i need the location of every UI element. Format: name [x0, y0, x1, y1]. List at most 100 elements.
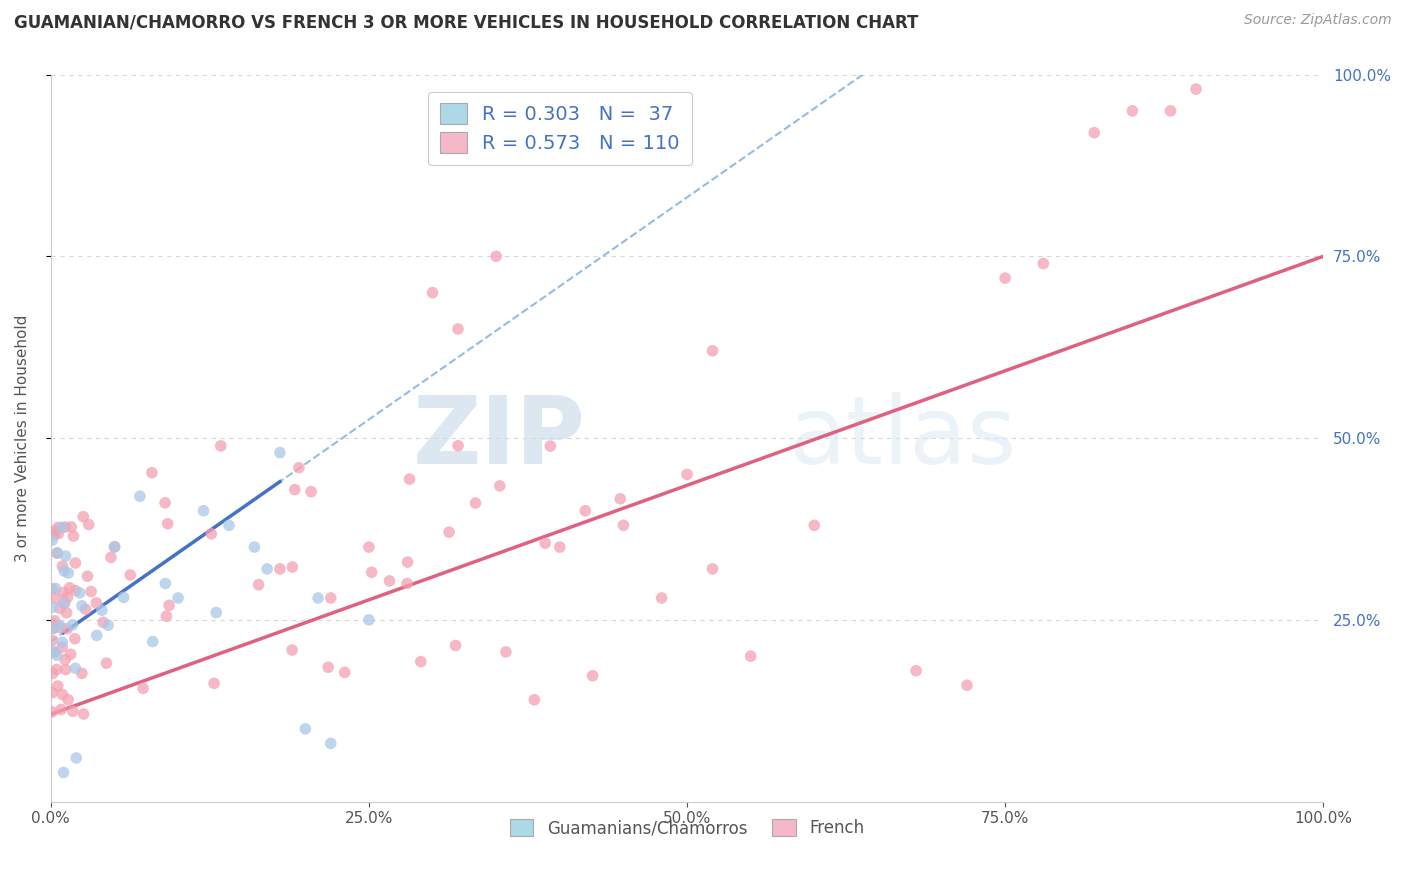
Point	[523, 693, 546, 707]
Point	[53, 596, 76, 610]
Text: atlas: atlas	[789, 392, 1017, 484]
Point	[46, 546, 69, 560]
Point	[59, 581, 82, 595]
Point	[44, 646, 66, 660]
Point	[52, 765, 75, 780]
Point	[243, 540, 266, 554]
Point	[62, 704, 84, 718]
Point	[62, 617, 84, 632]
Point	[72, 509, 94, 524]
Point	[41, 582, 63, 596]
Point	[45, 663, 67, 677]
Point	[200, 526, 222, 541]
Point	[534, 536, 557, 550]
Point	[65, 661, 87, 675]
Point	[44, 524, 66, 538]
Legend: Guamanians/Chamorros, French: Guamanians/Chamorros, French	[503, 813, 870, 844]
Point	[142, 634, 165, 648]
Point	[281, 560, 304, 574]
Point	[444, 639, 467, 653]
Point	[96, 656, 118, 670]
Point	[42, 622, 65, 636]
Point	[676, 467, 699, 482]
Point	[316, 660, 339, 674]
Point	[1160, 103, 1182, 118]
Point	[702, 343, 724, 358]
Point	[288, 460, 311, 475]
Y-axis label: 3 or more Vehicles in Household: 3 or more Vehicles in Household	[15, 314, 30, 562]
Point	[41, 666, 63, 681]
Point	[153, 496, 176, 510]
Point	[51, 520, 73, 534]
Point	[49, 619, 72, 633]
Point	[46, 679, 69, 693]
Text: Source: ZipAtlas.com: Source: ZipAtlas.com	[1244, 13, 1392, 28]
Point	[269, 445, 291, 459]
Point	[56, 622, 79, 636]
Point	[58, 566, 80, 580]
Point	[45, 591, 67, 606]
Point	[409, 655, 432, 669]
Point	[55, 663, 77, 677]
Point	[112, 591, 135, 605]
Point	[1121, 103, 1143, 118]
Point	[437, 525, 460, 540]
Point	[256, 562, 278, 576]
Point	[269, 562, 291, 576]
Point	[52, 585, 75, 599]
Point	[167, 591, 190, 605]
Point	[62, 529, 84, 543]
Point	[80, 584, 103, 599]
Point	[294, 722, 316, 736]
Point	[581, 669, 603, 683]
Point	[41, 533, 63, 548]
Point	[53, 564, 76, 578]
Point	[41, 600, 63, 615]
Point	[740, 649, 762, 664]
Point	[86, 628, 108, 642]
Point	[702, 562, 724, 576]
Point	[396, 555, 419, 569]
Point	[319, 736, 342, 750]
Point	[485, 249, 508, 263]
Point	[51, 635, 73, 649]
Point	[49, 702, 72, 716]
Point	[193, 504, 215, 518]
Point	[42, 528, 65, 542]
Point	[75, 602, 97, 616]
Point	[49, 601, 72, 615]
Point	[91, 615, 114, 630]
Point	[155, 576, 177, 591]
Point	[609, 491, 631, 506]
Point	[56, 591, 79, 605]
Point	[41, 643, 63, 657]
Point	[41, 633, 63, 648]
Point	[956, 678, 979, 692]
Point	[247, 578, 270, 592]
Point	[1032, 256, 1054, 270]
Point	[538, 439, 561, 453]
Point	[333, 665, 356, 680]
Point	[60, 520, 83, 534]
Point	[905, 664, 928, 678]
Point	[651, 591, 673, 605]
Point	[53, 520, 76, 534]
Point	[422, 285, 444, 300]
Point	[51, 688, 73, 702]
Point	[157, 599, 180, 613]
Point	[51, 559, 73, 574]
Point	[803, 518, 825, 533]
Point	[299, 484, 322, 499]
Point	[65, 556, 87, 570]
Point	[51, 640, 73, 654]
Point	[360, 566, 382, 580]
Point	[90, 603, 112, 617]
Point	[41, 621, 63, 635]
Point	[70, 666, 93, 681]
Point	[70, 599, 93, 613]
Point	[65, 751, 87, 765]
Point	[132, 681, 155, 696]
Point	[1083, 126, 1105, 140]
Point	[59, 647, 82, 661]
Point	[41, 685, 63, 699]
